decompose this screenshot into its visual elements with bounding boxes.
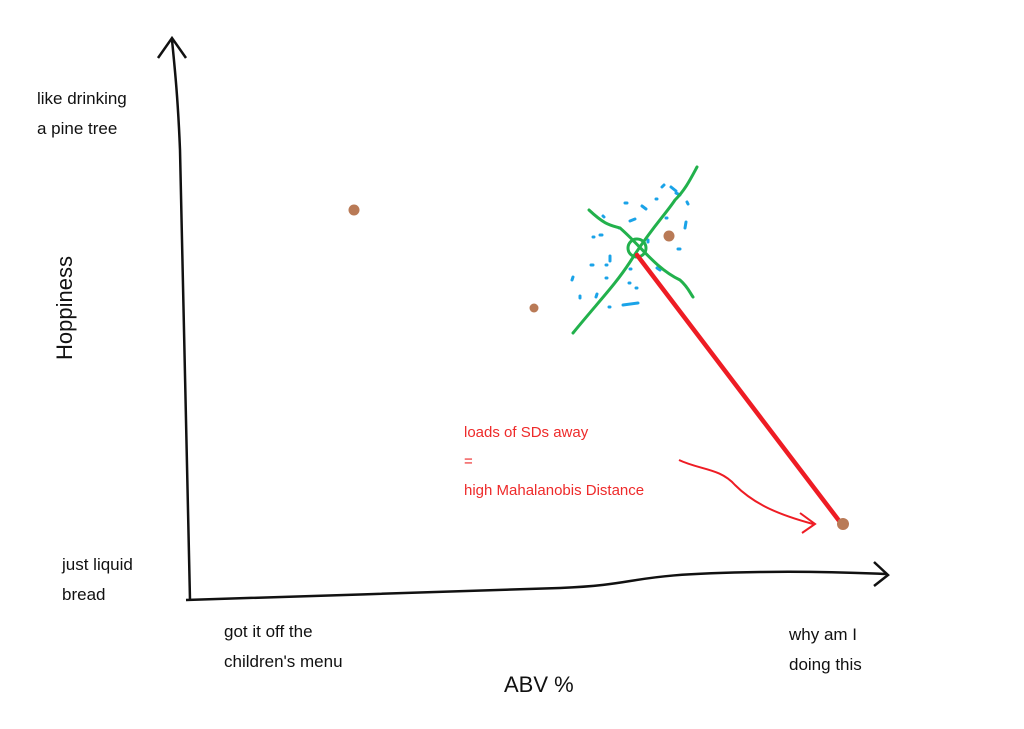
outlier-point	[837, 518, 849, 530]
annotation-arrow	[678, 459, 814, 525]
y-top-label-line2: a pine tree	[37, 119, 118, 138]
y-axis-arrowhead	[156, 35, 188, 59]
mahalanobis-annotation: loads of SDs away = high Mahalanobis Dis…	[464, 418, 644, 505]
y-bottom-label-line2: bread	[62, 585, 106, 604]
distance-line	[634, 252, 843, 525]
beer-points	[348, 204, 849, 530]
y-top-label-line1: like drinking	[37, 89, 127, 108]
x-axis-title: ABV %	[504, 672, 574, 697]
y-bottom-label-line1: just liquid	[62, 555, 133, 574]
x-right-label-line2: doing this	[789, 655, 862, 674]
y-axis-line	[170, 39, 192, 601]
x-right-label-line1: why am I	[789, 625, 858, 644]
cluster-spread-dots	[570, 183, 690, 309]
x-left-label-line2: children's menu	[224, 652, 343, 671]
data-point	[529, 303, 539, 313]
x-left-label-line1: got it off the	[224, 622, 313, 641]
annotation-line1: loads of SDs away	[464, 424, 589, 441]
y-bottom-label: just liquid bread	[62, 550, 133, 610]
annotation-line3: high Mahalanobis Distance	[464, 482, 645, 499]
data-point	[663, 230, 675, 242]
x-axis-line	[185, 570, 887, 602]
x-axis-arrowhead	[873, 561, 890, 587]
y-axis-title: Hoppiness	[52, 256, 77, 360]
data-point	[348, 204, 360, 216]
x-right-label: why am I doing this	[789, 620, 862, 680]
x-left-label: got it off the children's menu	[224, 617, 343, 677]
y-top-label: like drinking a pine tree	[37, 84, 127, 144]
annotation-arrowhead	[799, 512, 817, 534]
annotation-line2: =	[464, 453, 473, 470]
